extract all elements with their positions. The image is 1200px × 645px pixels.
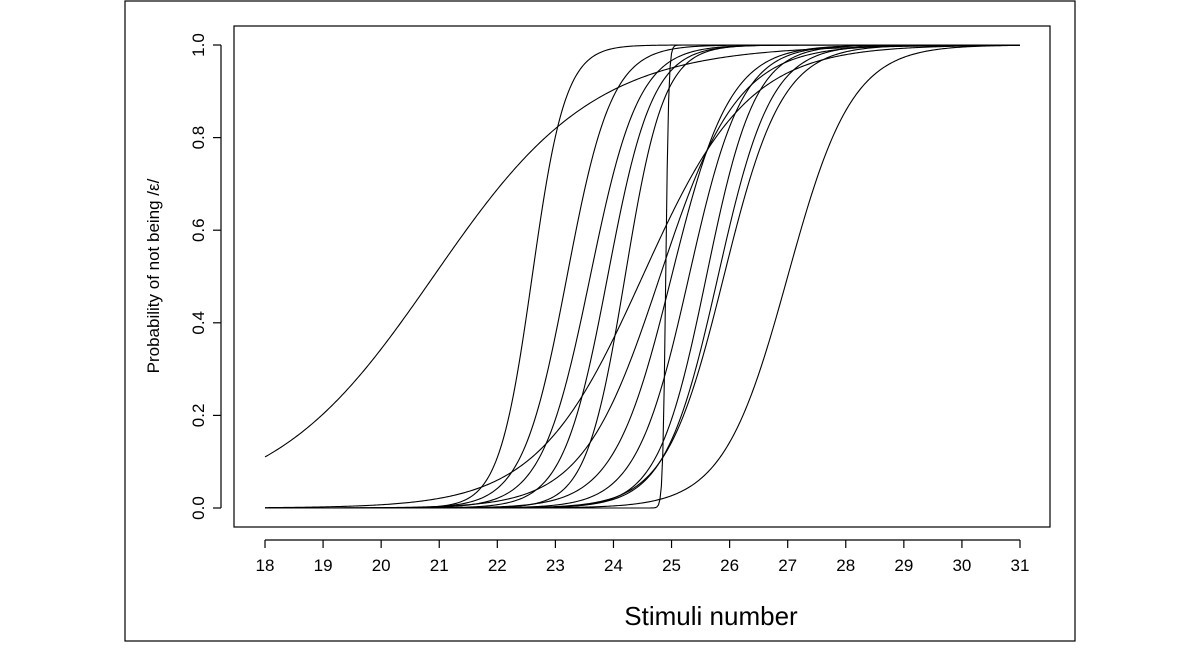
x-tick-label: 23 <box>546 556 565 575</box>
x-axis-title: Stimuli number <box>624 601 798 631</box>
curve-series-1 <box>264 44 1021 458</box>
figure-frame <box>124 0 1076 642</box>
curves <box>264 44 1021 509</box>
y-tick-label: 0.0 <box>189 496 208 520</box>
x-tick-label: 22 <box>488 556 507 575</box>
x-tick-label: 30 <box>952 556 971 575</box>
x-tick-label: 29 <box>894 556 913 575</box>
x-tick-label: 21 <box>430 556 449 575</box>
y-tick-label: 0.4 <box>189 311 208 335</box>
y-tick-label: 0.2 <box>189 404 208 428</box>
curve-series-15 <box>265 44 1020 509</box>
y-tick-label: 1.0 <box>189 33 208 57</box>
x-tick-label: 27 <box>778 556 797 575</box>
plot-area <box>233 25 1051 528</box>
x-tick-label: 24 <box>604 556 623 575</box>
x-tick-label: 25 <box>662 556 681 575</box>
y-tick-label: 0.8 <box>189 126 208 150</box>
x-tick-label: 31 <box>1011 556 1030 575</box>
x-tick-label: 28 <box>836 556 855 575</box>
curve-series-7 <box>264 44 1021 509</box>
x-tick-label: 26 <box>720 556 739 575</box>
x-tick-label: 18 <box>256 556 275 575</box>
x-axis: 18 19 20 21 22 23 24 25 26 27 28 29 30 31 <box>256 539 1030 575</box>
x-tick-label: 20 <box>372 556 391 575</box>
y-tick-label: 0.6 <box>189 218 208 242</box>
y-axis: 0.0 0.2 0.4 0.6 0.8 1.0 <box>189 33 222 520</box>
x-tick-label: 19 <box>314 556 333 575</box>
y-axis-title: Probability of not being /ε/ <box>144 178 163 373</box>
